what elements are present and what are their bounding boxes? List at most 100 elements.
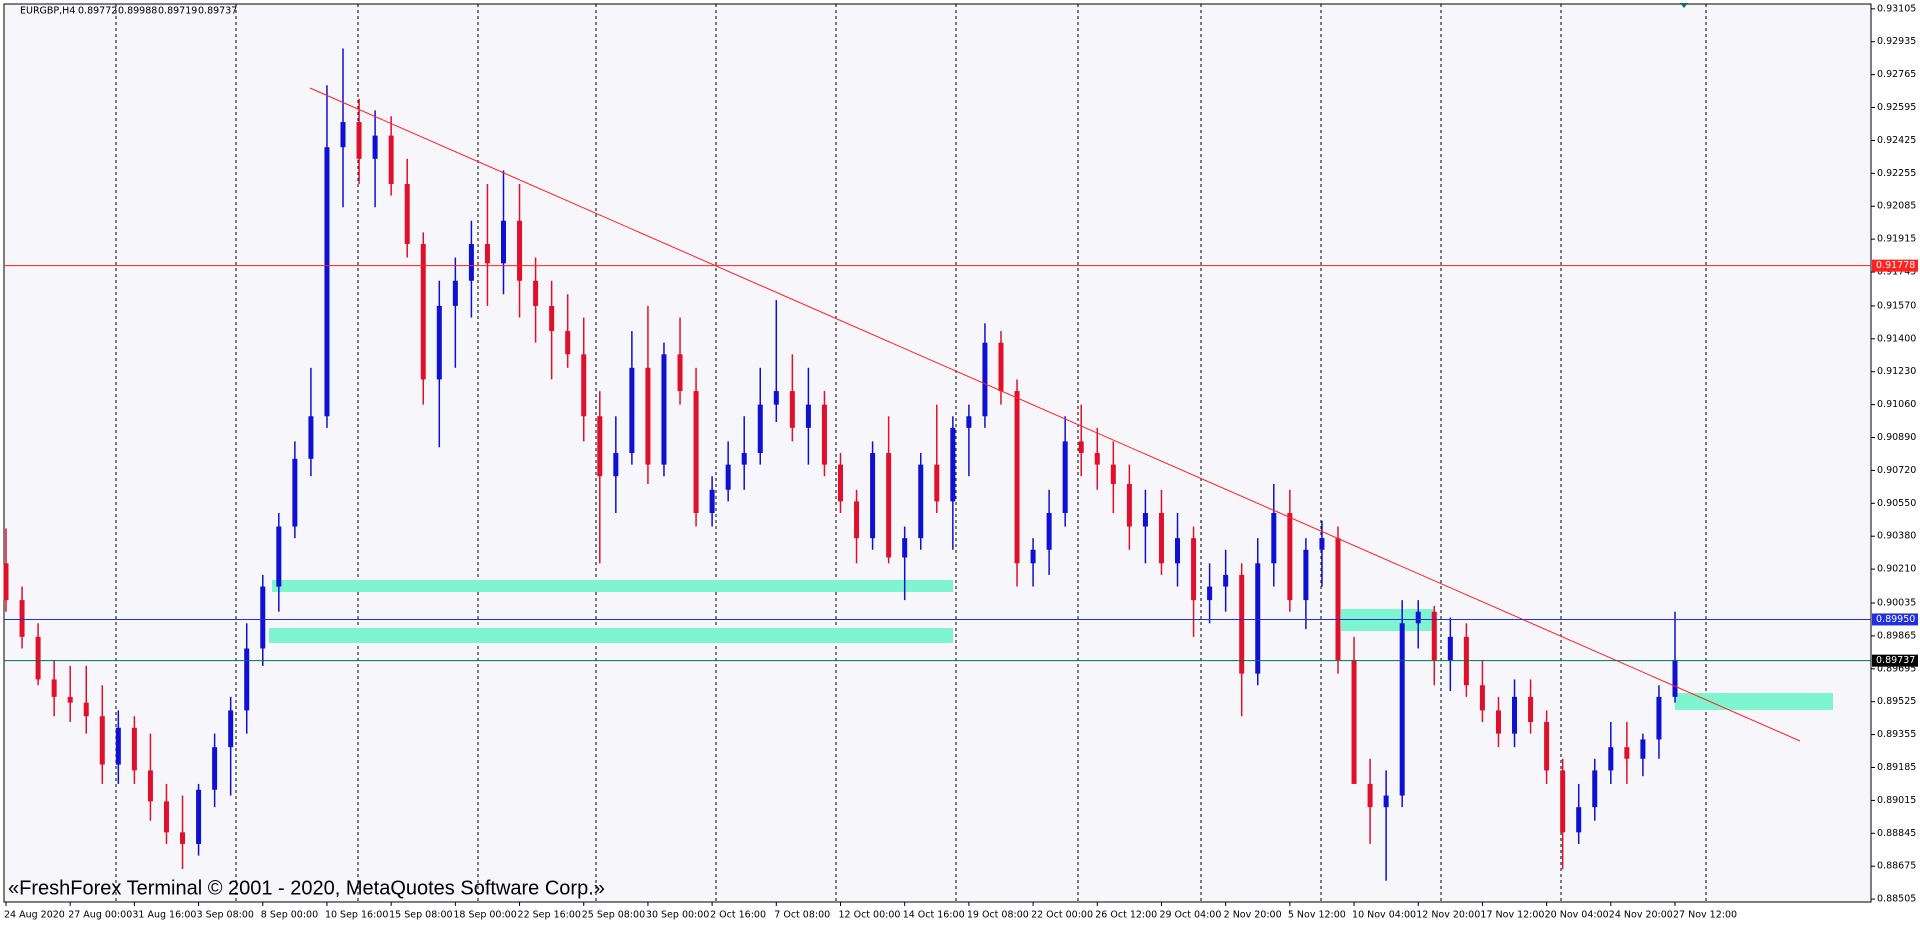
candle-body	[1528, 696, 1534, 723]
price-label: 0.89737	[1876, 655, 1915, 666]
candle-body	[1624, 747, 1630, 759]
candle-body	[1078, 441, 1084, 453]
candle-body	[998, 342, 1004, 392]
candle-body	[340, 122, 346, 148]
y-tick-label: 0.90890	[1877, 432, 1916, 443]
x-tick-label: 26 Oct 12:00	[1095, 910, 1157, 921]
candles	[3, 48, 1678, 881]
candle-body	[1175, 538, 1181, 564]
candle-body	[1592, 770, 1598, 808]
candle-body	[966, 416, 972, 428]
x-tick-label: 20 Nov 04:00	[1545, 910, 1609, 921]
candle-body	[1544, 722, 1550, 771]
x-tick-label: 2 Oct 16:00	[710, 910, 766, 921]
y-tick-label: 0.93105	[1877, 3, 1916, 14]
y-tick-label: 0.88505	[1877, 894, 1916, 905]
candle-body	[1046, 512, 1052, 550]
candle-body	[404, 183, 410, 244]
candle-body	[677, 354, 683, 392]
candle-body	[1431, 611, 1437, 661]
y-tick-label: 0.92935	[1877, 36, 1916, 47]
candle-body	[1335, 538, 1341, 661]
candle-body	[805, 404, 811, 428]
candle-body	[1399, 623, 1405, 796]
candle-body	[854, 501, 860, 539]
candle-body	[789, 391, 795, 428]
candle-body	[324, 147, 330, 417]
candle-body	[1030, 549, 1036, 564]
candle-body	[1239, 574, 1245, 674]
x-tick-label: 27 Nov 12:00	[1673, 910, 1737, 921]
candle-body	[1367, 783, 1373, 808]
x-tick-label: 5 Nov 12:00	[1288, 910, 1346, 921]
y-tick-label: 0.91060	[1877, 399, 1916, 410]
y-tick-label: 0.89185	[1877, 762, 1916, 773]
candle-body	[292, 458, 298, 527]
candle-body	[1094, 453, 1100, 465]
candle-body	[565, 331, 571, 355]
candle-body	[1608, 747, 1614, 771]
candle-body	[870, 453, 876, 539]
y-tick-label: 0.89865	[1877, 630, 1916, 641]
zone	[272, 580, 953, 592]
y-tick-label: 0.91400	[1877, 333, 1916, 344]
candle-body	[1447, 636, 1453, 661]
candle-body	[308, 416, 314, 459]
x-tick-label: 27 Aug 00:00	[68, 910, 132, 921]
x-tick-label: 14 Oct 16:00	[903, 910, 965, 921]
y-tick-label: 0.88845	[1877, 828, 1916, 839]
x-tick-label: 24 Aug 2020	[4, 910, 65, 921]
candle-body	[1255, 563, 1261, 674]
x-tick-label: 22 Sep 16:00	[518, 910, 581, 921]
candle-body	[452, 280, 458, 306]
candle-body	[773, 391, 779, 405]
x-tick-label: 24 Nov 20:00	[1609, 910, 1673, 921]
candle-body	[1495, 710, 1501, 734]
y-tick-label: 0.92595	[1877, 102, 1916, 113]
candle-body	[982, 342, 988, 417]
candle-body	[741, 453, 747, 465]
candle-body	[228, 710, 234, 748]
candle-body	[35, 636, 41, 680]
x-tick-label: 19 Oct 08:00	[967, 910, 1029, 921]
candle-body	[99, 716, 105, 765]
shift-marker	[1680, 3, 1688, 8]
candle-body	[533, 280, 539, 306]
y-tick-label: 0.90720	[1877, 465, 1916, 476]
candle-body	[1142, 512, 1148, 527]
y-tick-label: 0.91745	[1877, 267, 1916, 278]
x-tick-label: 22 Oct 00:00	[1031, 910, 1093, 921]
y-tick-label: 0.89695	[1877, 663, 1916, 674]
zone	[1341, 609, 1435, 631]
x-tick-label: 10 Nov 04:00	[1352, 910, 1416, 921]
candle-body	[500, 220, 506, 264]
candle-body	[1656, 696, 1662, 740]
candle-body	[1672, 660, 1678, 697]
candle-body	[597, 416, 603, 477]
candle-body	[196, 789, 202, 844]
y-tick-label: 0.91915	[1877, 234, 1916, 245]
candle-body	[436, 305, 442, 380]
candle-body	[613, 453, 619, 477]
ohlc-low: 0.89719	[158, 6, 197, 17]
y-tick-label: 0.91230	[1877, 366, 1916, 377]
candle-body	[1415, 611, 1421, 624]
y-tick-label: 0.92765	[1877, 69, 1916, 80]
candle-body	[163, 801, 169, 833]
y-tick-label: 0.89015	[1877, 795, 1916, 806]
candle-body	[468, 243, 474, 281]
y-tick-label: 0.89525	[1877, 696, 1916, 707]
x-tick-label: 31 Aug 16:00	[132, 910, 196, 921]
candle-body	[115, 727, 121, 765]
candle-body	[67, 696, 73, 703]
candle-body	[1271, 512, 1277, 564]
candle-body	[1383, 795, 1389, 808]
zones	[269, 580, 1833, 710]
y-tick-label: 0.92425	[1877, 135, 1916, 146]
zone	[269, 628, 953, 643]
candle-body	[517, 220, 523, 281]
price-label-box	[1872, 654, 1918, 667]
candle-body	[549, 305, 555, 332]
x-tick-label: 30 Sep 00:00	[646, 910, 709, 921]
trend-line	[309, 87, 1801, 742]
